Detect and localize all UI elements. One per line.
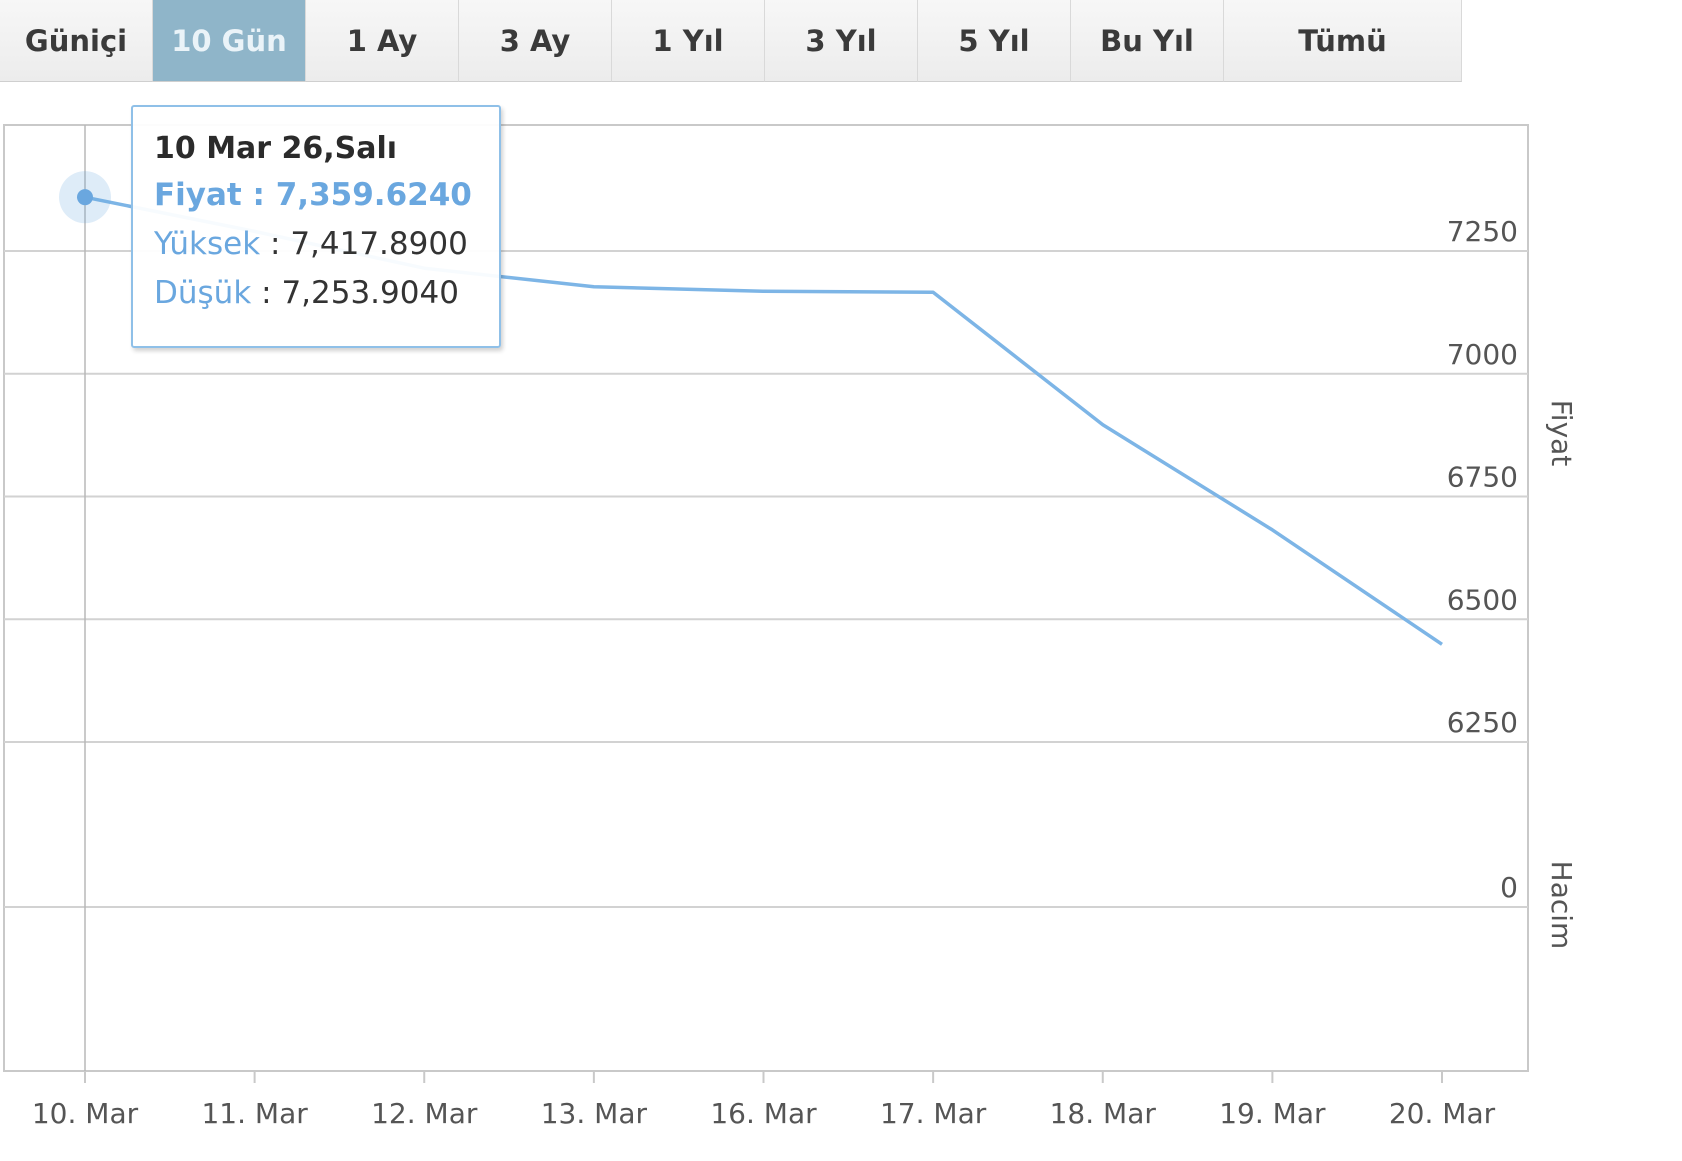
tooltip-low-value: 7,253.9040: [281, 275, 459, 311]
tooltip-separator: :: [241, 177, 276, 213]
x-tick-label: 12. Mar: [371, 1097, 478, 1130]
data-point[interactable]: [930, 289, 936, 295]
x-axis: 10. Mar 11. Mar 12. Mar 13. Mar 16. Mar 17. M…: [32, 1071, 1496, 1130]
x-tick-label: 10. Mar: [32, 1097, 139, 1130]
y-axis-title-price: Fiyat: [1545, 400, 1578, 467]
y-axis-title-volume: Hacim: [1545, 861, 1578, 950]
range-tab-2[interactable]: 1 Ay: [306, 0, 459, 82]
range-tab-6[interactable]: 5 Yıl: [918, 0, 1071, 82]
x-tick-label: 16. Mar: [710, 1097, 817, 1130]
tooltip-low-label: Düşük: [154, 275, 252, 311]
tooltip-separator: :: [260, 226, 291, 262]
tooltip-price-label: Fiyat: [154, 177, 242, 213]
range-tab-8[interactable]: Tümü: [1224, 0, 1462, 82]
x-tick-label: 11. Mar: [201, 1097, 308, 1130]
x-tick-label: 13. Mar: [541, 1097, 648, 1130]
data-point[interactable]: [1100, 422, 1106, 428]
grid-lines: [4, 250, 1528, 908]
data-point[interactable]: [591, 284, 597, 290]
range-tab-4[interactable]: 1 Yıl: [612, 0, 765, 82]
tooltip-title: 10 Mar 26,Salı: [154, 131, 398, 166]
tooltip-high-row: Yüksek : 7,417.8900: [154, 220, 479, 269]
y-tick-label: 6750: [1447, 461, 1518, 494]
tooltip-high-value: 7,417.8900: [290, 226, 468, 262]
data-point[interactable]: [761, 288, 767, 294]
range-tab-0[interactable]: Güniçi: [0, 0, 153, 82]
range-tab-7[interactable]: Bu Yıl: [1071, 0, 1224, 82]
tooltip-price-value: 7,359.6240: [275, 177, 472, 213]
x-tick-label: 19. Mar: [1219, 1097, 1326, 1130]
y-axis-volume: 0: [1500, 871, 1518, 904]
tooltip-price-row: Fiyat : 7,359.6240: [154, 171, 479, 220]
data-point[interactable]: [1439, 641, 1445, 647]
x-tick-label: 20. Mar: [1389, 1097, 1496, 1130]
range-tab-1[interactable]: 10 Gün: [153, 0, 306, 82]
plot-frame: [3, 124, 1529, 1072]
highlight-marker[interactable]: [77, 189, 93, 206]
volume-tick-label: 0: [1500, 871, 1518, 904]
y-tick-label: 7250: [1447, 215, 1518, 248]
y-tick-label: 6500: [1447, 583, 1518, 616]
y-tick-label: 6250: [1447, 706, 1518, 739]
data-tooltip: 10 Mar 26,Salı Fiyat : 7,359.6240 Yüksek…: [131, 105, 501, 348]
x-tick-label: 18. Mar: [1050, 1097, 1157, 1130]
range-tab-5[interactable]: 3 Yıl: [765, 0, 918, 82]
tooltip-low-row: Düşük : 7,253.9040: [154, 269, 479, 318]
tooltip-high-label: Yüksek: [154, 226, 261, 262]
range-tab-bar: Güniçi 10 Gün 1 Ay 3 Ay 1 Yıl 3 Yıl 5 Yıl Bu Yı…: [0, 0, 1462, 82]
data-point[interactable]: [1269, 527, 1275, 533]
y-tick-label: 7000: [1447, 338, 1518, 371]
y-axis-price: 7250 7000 6750 6500 6250: [1447, 215, 1518, 739]
tooltip-separator: :: [251, 275, 282, 311]
x-tick-label: 17. Mar: [880, 1097, 987, 1130]
range-tab-3[interactable]: 3 Ay: [459, 0, 612, 82]
